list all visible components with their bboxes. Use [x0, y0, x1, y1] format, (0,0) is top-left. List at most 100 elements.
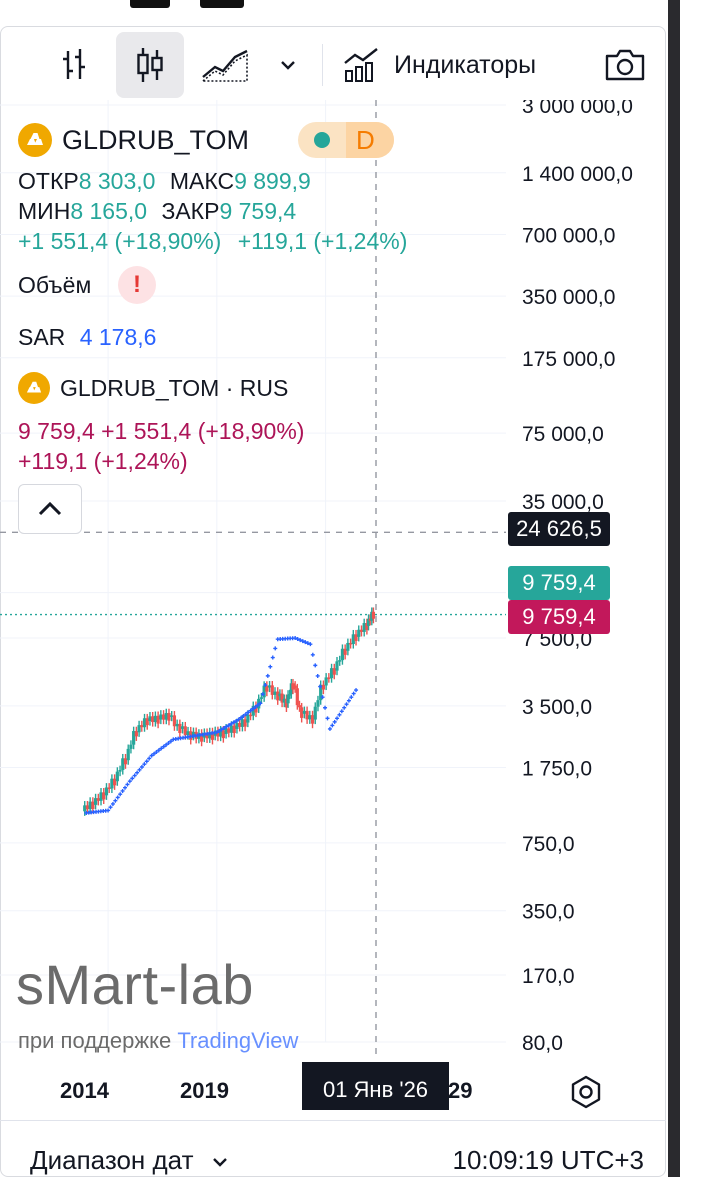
- candle-body: [288, 694, 292, 696]
- exchange-clock[interactable]: 10:09:19 UTC+3: [452, 1145, 644, 1175]
- sar-point: [313, 663, 318, 668]
- chevron-down-icon: [212, 1158, 227, 1167]
- volume-warning-icon[interactable]: !: [118, 266, 156, 304]
- sar-point: [159, 746, 164, 751]
- volume-legend[interactable]: Объём: [18, 272, 91, 299]
- chart-type-dropdown[interactable]: [270, 32, 306, 98]
- sar-point: [154, 750, 159, 755]
- candle-body: [276, 691, 280, 701]
- candle-body: [159, 714, 163, 720]
- cursor-date-tag: 01 Янв '26: [302, 1062, 449, 1110]
- candle-body: [240, 719, 244, 727]
- candle-body: [371, 611, 376, 619]
- sar-point: [342, 705, 347, 710]
- candle-body: [324, 677, 328, 686]
- candle-body: [123, 758, 128, 765]
- price-tick-label: 350 000,0: [522, 286, 615, 309]
- candle-body: [300, 707, 304, 718]
- candle-body: [99, 792, 103, 801]
- sar-point: [156, 748, 161, 753]
- candle-body: [265, 685, 269, 692]
- price-tick-label: 1 400 000,0: [522, 163, 633, 186]
- high-value: 9 899,9: [234, 168, 311, 194]
- candle-body: [180, 726, 185, 729]
- candle-body: [286, 694, 290, 704]
- price-tick-label: 175 000,0: [522, 348, 615, 371]
- candle-body: [102, 792, 106, 800]
- sar-point: [270, 655, 275, 660]
- candle-body: [85, 805, 90, 810]
- sar-point: [234, 718, 239, 723]
- open-label: ОТКР: [18, 168, 79, 194]
- gold-bars-icon: [18, 372, 50, 404]
- sar-legend[interactable]: SAR 4 178,6: [18, 324, 156, 351]
- candle-body: [270, 685, 274, 695]
- candle-body: [335, 661, 339, 671]
- sar-point: [320, 695, 325, 700]
- time-axis[interactable]: 2014 2019 29 01 Янв '26: [0, 1062, 666, 1120]
- overlay-series-legend[interactable]: GLDRUB_TOM · RUS: [18, 370, 288, 406]
- overlay-price-tag: 9 759,4: [508, 600, 610, 634]
- price-tick-label: 35 000,0: [522, 491, 604, 514]
- sar-point: [295, 637, 300, 642]
- overlay-values: 9 759,4 +1 551,4 (+18,90%): [18, 418, 305, 444]
- cropped-top-glyph: [130, 0, 170, 8]
- sar-point: [248, 708, 253, 713]
- sar-point: [327, 726, 332, 731]
- sar-point: [224, 724, 229, 729]
- settings-gear-icon[interactable]: [568, 1074, 604, 1110]
- sar-point: [315, 673, 320, 678]
- sar-point: [339, 709, 344, 714]
- price-chart[interactable]: 3 000 000,0 1 400 000,0 700 000,0 350 000,0…: [0, 100, 666, 1060]
- sar-point: [108, 805, 113, 810]
- candle-body: [91, 801, 95, 809]
- sar-point: [349, 695, 354, 700]
- bar-chart-type-button[interactable]: [44, 32, 104, 98]
- candle-body: [137, 725, 141, 733]
- candle-body: [107, 787, 111, 789]
- candle-body: [96, 798, 100, 801]
- candle-body: [164, 713, 168, 720]
- close-value: 9 759,4: [219, 198, 297, 224]
- candle-body: [121, 758, 125, 771]
- gold-bars-icon: [18, 123, 52, 157]
- interval-label: D: [356, 125, 375, 155]
- sar-point: [135, 770, 140, 775]
- sar-point: [110, 801, 115, 806]
- candle-body: [351, 634, 355, 645]
- candle-body: [145, 718, 149, 726]
- sar-point: [344, 702, 349, 707]
- market-status-pill[interactable]: D: [298, 122, 394, 158]
- candle-body: [273, 691, 277, 695]
- sar-point: [303, 640, 308, 645]
- candle-body: [178, 723, 182, 734]
- sar-point: [149, 753, 154, 758]
- sar-point: [226, 723, 231, 728]
- sar-point: [127, 779, 132, 784]
- collapse-legend-button[interactable]: [18, 484, 82, 534]
- main-series-legend[interactable]: GLDRUB_TOM: [18, 122, 249, 158]
- sar-point: [351, 691, 356, 696]
- screenshot-button[interactable]: [598, 32, 652, 98]
- candle-body: [251, 705, 255, 716]
- last-price-tag: 9 759,4: [508, 566, 610, 600]
- tradingview-link[interactable]: TradingView: [177, 1028, 299, 1053]
- chevron-up-icon: [38, 501, 62, 516]
- candle-body: [219, 730, 223, 737]
- candle-body: [161, 714, 166, 720]
- indicators-button[interactable]: Индикаторы: [342, 32, 574, 98]
- candle-body: [235, 722, 239, 729]
- area-chart-type-button[interactable]: [196, 32, 256, 98]
- candle-body: [93, 798, 98, 805]
- sar-point: [166, 741, 171, 746]
- candle-body: [280, 693, 284, 703]
- sar-point: [147, 756, 152, 761]
- candle-body: [104, 787, 109, 796]
- candles-chart-type-button[interactable]: [116, 32, 184, 98]
- candle-body: [293, 685, 297, 689]
- sar-point: [265, 673, 270, 678]
- candle-body: [302, 710, 306, 714]
- price-tick-label: 1 750,0: [522, 758, 592, 781]
- overlay-row-2: +119,1 (+1,24%): [18, 448, 188, 475]
- date-range-dropdown[interactable]: Диапазон дат: [30, 1145, 229, 1176]
